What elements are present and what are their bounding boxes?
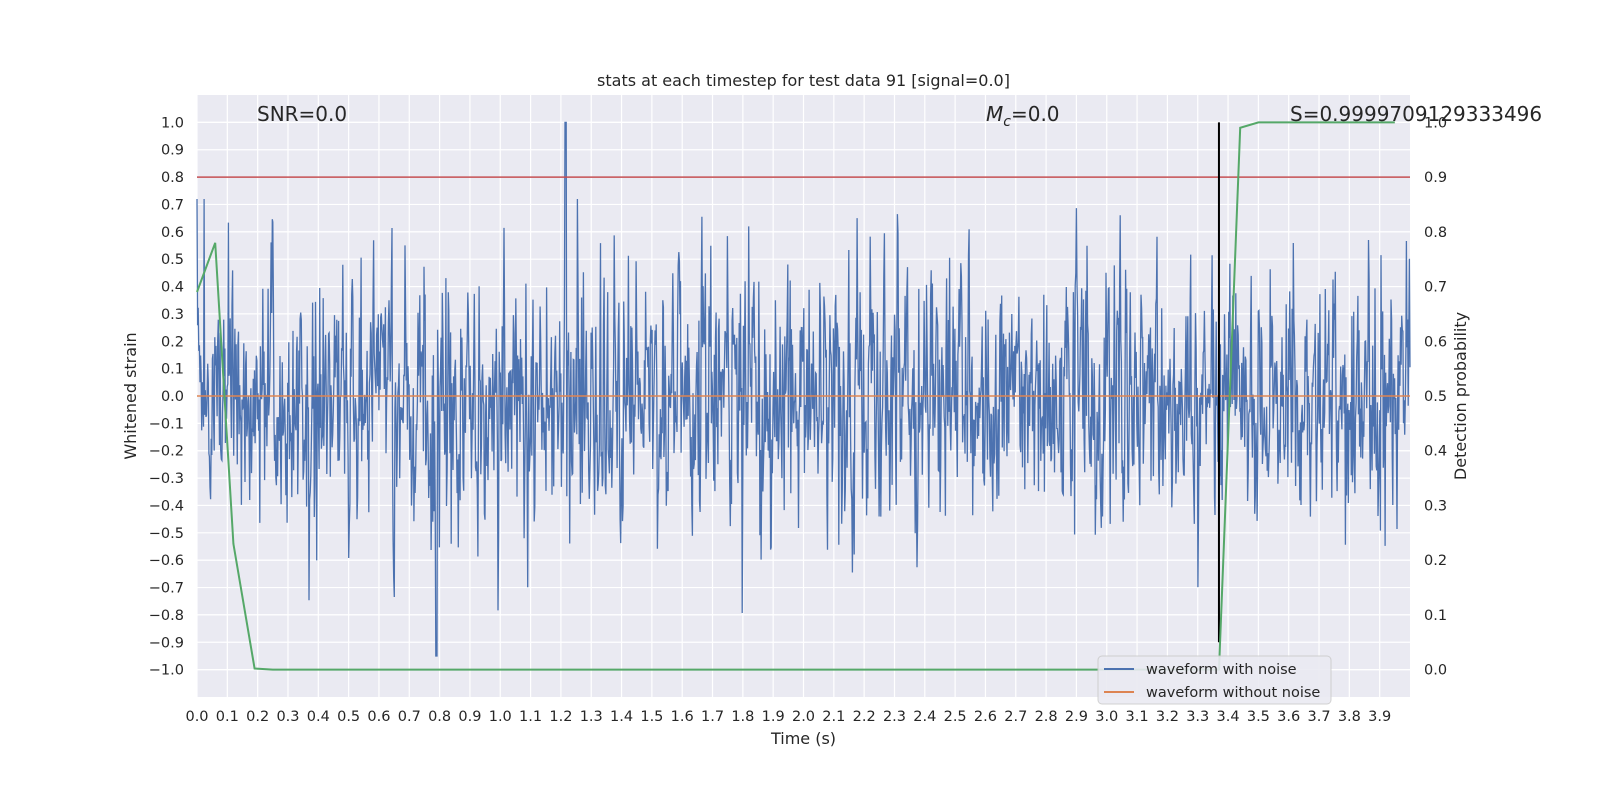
y-tick-label: 0.0	[161, 389, 184, 405]
y2-tick-label: 0.2	[1424, 553, 1447, 569]
x-tick-label: 1.9	[762, 709, 785, 725]
y-tick-label: 0.3	[161, 307, 184, 323]
y2-tick-label: 0.3	[1424, 498, 1447, 514]
series-waveform-with-noise	[196, 121, 1411, 657]
x-tick-label: 3.5	[1247, 709, 1270, 725]
x-axis-label: Time (s)	[770, 729, 836, 748]
x-tick-label: 1.8	[731, 709, 754, 725]
x-tick-label: 2.2	[853, 709, 876, 725]
y2-tick-labels: 1.0 0.9 0.8 0.7 0.6 0.5 0.4 0.3 0.2 0.1 0.0	[1424, 115, 1447, 678]
y-tick-label: 0.1	[161, 362, 184, 378]
x-tick-label: 0.5	[337, 709, 360, 725]
score-annotation: S=0.9999709129333496	[1290, 102, 1542, 126]
y-tick-label: 1.0	[161, 115, 184, 131]
x-tick-label: 0.0	[185, 709, 208, 725]
mc-symbol: M	[986, 102, 1003, 126]
y2-axis-label: Detection probability	[1451, 312, 1470, 480]
legend-label-with-noise: waveform with noise	[1146, 662, 1297, 678]
x-tick-label: 3.1	[1126, 709, 1149, 725]
y2-tick-label: 0.0	[1424, 663, 1447, 679]
x-tick-label: 0.6	[367, 709, 390, 725]
y2-tick-label: 0.6	[1424, 334, 1447, 350]
x-tick-label: 2.7	[1004, 709, 1027, 725]
y-tick-label: −0.5	[149, 526, 184, 542]
y-tick-label: −0.3	[149, 471, 184, 487]
x-tick-label: 1.3	[580, 709, 603, 725]
y-tick-label: −0.4	[149, 498, 184, 514]
y-tick-labels: 1.0 0.9 0.8 0.7 0.6 0.5 0.4 0.3 0.2 0.1 0.0 −0.1 −0.…	[149, 115, 184, 678]
series-detection-probability	[196, 121, 1395, 671]
y-tick-label: 0.4	[161, 280, 184, 296]
y-tick-label: −0.8	[149, 608, 184, 624]
y-tick-label: −0.6	[149, 553, 184, 569]
x-tick-label: 1.1	[519, 709, 542, 725]
x-tick-label: 0.7	[398, 709, 421, 725]
x-tick-label: 2.9	[1065, 709, 1088, 725]
mc-subscript: c	[1003, 114, 1011, 130]
y-tick-label: 0.6	[161, 225, 184, 241]
y-tick-label: −1.0	[149, 663, 184, 679]
noise-trace	[196, 121, 1411, 657]
x-tick-label: 3.2	[1156, 709, 1179, 725]
x-tick-label: 0.8	[428, 709, 451, 725]
x-tick-label: 1.7	[701, 709, 724, 725]
x-tick-labels: 0.0 0.1 0.2 0.3 0.4 0.5 0.6 0.7 0.8 0.9 1.0 1.1 1.2 1…	[185, 709, 1391, 725]
chart-title: stats at each timestep for test data 91 …	[597, 71, 1010, 90]
y2-tick-label: 0.7	[1424, 280, 1447, 296]
x-tick-label: 2.8	[1035, 709, 1058, 725]
x-tick-label: 0.9	[458, 709, 481, 725]
chirp-mass-annotation: Mc=0.0	[986, 102, 1060, 130]
x-tick-label: 2.6	[974, 709, 997, 725]
y-tick-label: −0.7	[149, 581, 184, 597]
y2-tick-label: 0.9	[1424, 170, 1447, 186]
x-tick-label: 1.4	[610, 709, 633, 725]
x-tick-label: 1.0	[489, 709, 512, 725]
y2-tick-label: 0.1	[1424, 608, 1447, 624]
x-tick-label: 0.4	[307, 709, 330, 725]
x-tick-label: 2.3	[883, 709, 906, 725]
y-tick-label: −0.2	[149, 444, 184, 460]
x-tick-label: 3.9	[1368, 709, 1391, 725]
legend: waveform with noise waveform without noi…	[1097, 655, 1332, 705]
mc-value: =0.0	[1011, 102, 1060, 126]
x-tick-label: 1.6	[671, 709, 694, 725]
y-axis-label: Whitened strain	[121, 332, 140, 459]
x-tick-label: 3.6	[1277, 709, 1300, 725]
x-tick-label: 2.1	[822, 709, 845, 725]
x-tick-label: 3.4	[1217, 709, 1240, 725]
x-tick-label: 2.5	[944, 709, 967, 725]
y2-tick-label: 1.0	[1424, 115, 1447, 131]
x-tick-label: 1.5	[640, 709, 663, 725]
x-tick-label: 3.8	[1338, 709, 1361, 725]
y-tick-label: 0.2	[161, 334, 184, 350]
y-tick-label: 0.7	[161, 197, 184, 213]
legend-label-without-noise: waveform without noise	[1146, 685, 1320, 701]
x-tick-label: 3.3	[1186, 709, 1209, 725]
y2-tick-label: 0.8	[1424, 225, 1447, 241]
x-tick-label: 0.3	[276, 709, 299, 725]
x-tick-label: 0.1	[216, 709, 239, 725]
x-tick-label: 0.2	[246, 709, 269, 725]
y-tick-label: 0.9	[161, 143, 184, 159]
y-tick-label: 0.8	[161, 170, 184, 186]
y2-tick-label: 0.5	[1424, 389, 1447, 405]
y2-tick-label: 0.4	[1424, 444, 1447, 460]
snr-annotation: SNR=0.0	[257, 102, 347, 126]
x-tick-label: 3.7	[1307, 709, 1330, 725]
x-tick-label: 2.4	[913, 709, 936, 725]
x-tick-label: 2.0	[792, 709, 815, 725]
legend-box	[1097, 655, 1332, 705]
y-tick-label: 0.5	[161, 252, 184, 268]
x-tick-label: 1.2	[549, 709, 572, 725]
y-tick-label: −0.1	[149, 416, 184, 432]
y-tick-label: −0.9	[149, 635, 184, 651]
x-tick-label: 3.0	[1095, 709, 1118, 725]
